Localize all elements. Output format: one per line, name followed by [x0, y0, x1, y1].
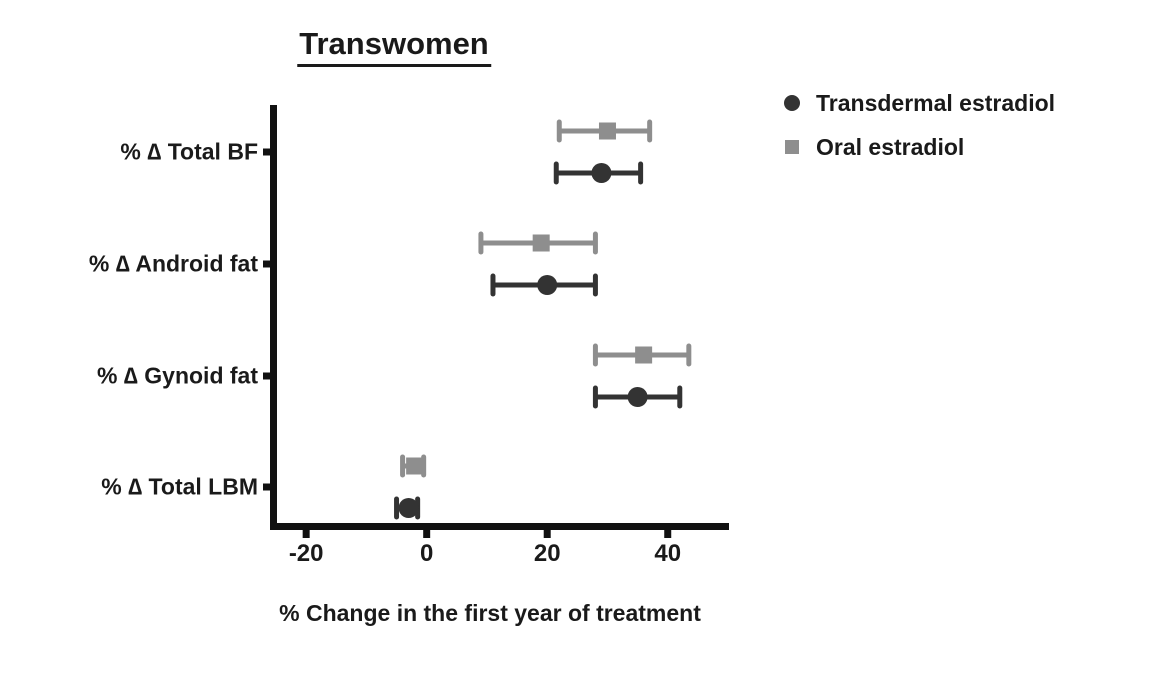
- x-tick-label: 20: [533, 540, 561, 567]
- circle-marker-icon: [784, 95, 800, 111]
- legend-item-oral: Oral estradiol: [784, 133, 1055, 160]
- circle-marker: [537, 275, 558, 295]
- legend-label-transdermal: Transdermal estradiol: [816, 89, 1056, 116]
- square-marker: [635, 346, 653, 364]
- category-label: % ∆ Android fat: [88, 250, 258, 277]
- chart-title: Transwomen: [297, 26, 491, 67]
- square-marker: [406, 457, 424, 475]
- circle-marker: [591, 163, 612, 183]
- legend-item-transdermal: Transdermal estradiol: [784, 89, 1056, 116]
- x-tick-label: -20: [288, 540, 324, 567]
- y-axis-tick: [263, 372, 270, 380]
- category-label: % ∆ Total BF: [120, 138, 258, 165]
- category-label: % ∆ Gynoid fat: [96, 362, 258, 389]
- y-axis-tick: [263, 483, 270, 491]
- x-tick-label: 40: [654, 540, 682, 567]
- x-axis-title: % Change in the first year of treatment: [279, 600, 701, 626]
- x-tick-label: 0: [419, 540, 434, 567]
- square-marker: [532, 234, 550, 252]
- y-axis-tick: [263, 260, 270, 268]
- square-marker: [598, 122, 616, 140]
- square-marker-icon: [785, 140, 799, 154]
- x-axis-tick: [543, 530, 551, 538]
- legend-label-oral: Oral estradiol: [816, 133, 965, 160]
- x-axis-tick: [423, 530, 431, 538]
- circle-marker: [398, 498, 419, 518]
- category-label: % ∆ Total LBM: [101, 473, 258, 500]
- legend: Transdermal estradiol Oral estradiol: [784, 89, 1056, 179]
- circle-marker: [627, 387, 648, 407]
- y-axis-tick: [263, 148, 270, 156]
- x-axis-tick: [664, 530, 672, 538]
- x-axis-tick: [302, 530, 310, 538]
